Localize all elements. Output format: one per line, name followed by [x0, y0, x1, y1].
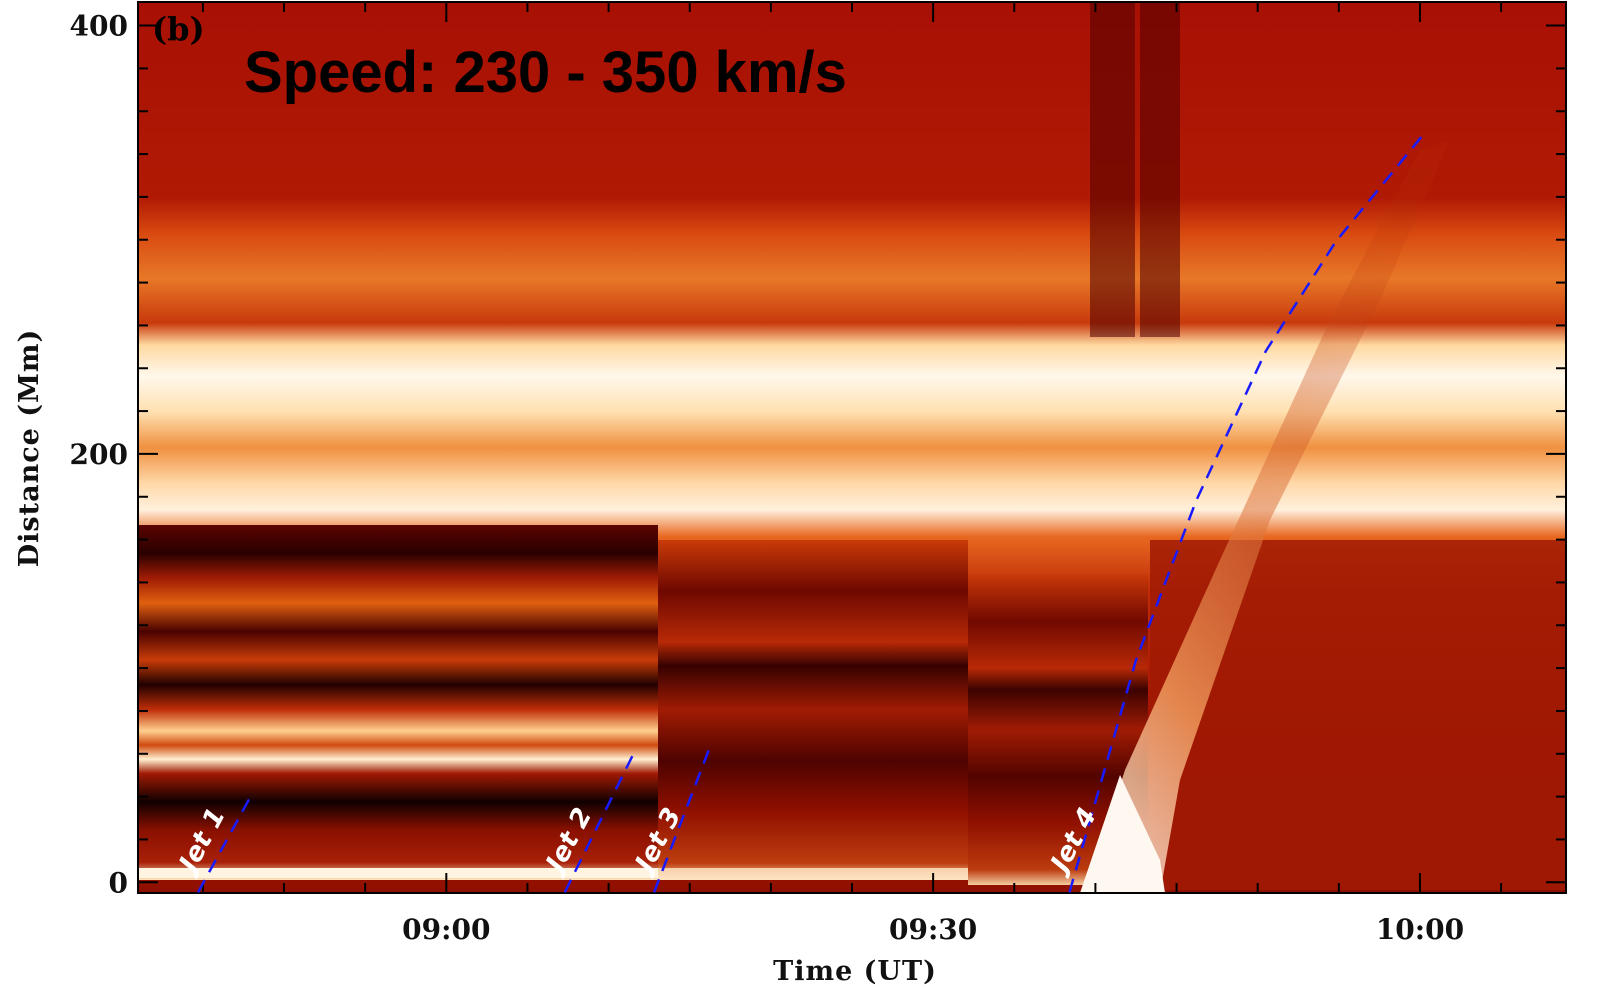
fit-line [196, 791, 255, 893]
x-tick-label: 09:30 [889, 913, 977, 946]
intensity-map [138, 2, 1566, 893]
x-tick-label: 09:00 [402, 913, 490, 946]
y-tick-label: 0 [109, 866, 128, 899]
x-axis-label: Time (UT) [773, 956, 937, 987]
chart-title: Speed: 230 - 350 km/s [244, 40, 847, 105]
y-tick-label: 400 [70, 10, 128, 43]
panel-label: (b) [152, 10, 205, 48]
y-axis-label: Distance (Mm) [14, 329, 45, 568]
fit-line [652, 744, 712, 893]
fit-line [563, 751, 636, 893]
x-tick-label: 10:00 [1376, 913, 1464, 946]
y-tick-label: 200 [70, 438, 128, 471]
fit-line [1068, 131, 1426, 893]
